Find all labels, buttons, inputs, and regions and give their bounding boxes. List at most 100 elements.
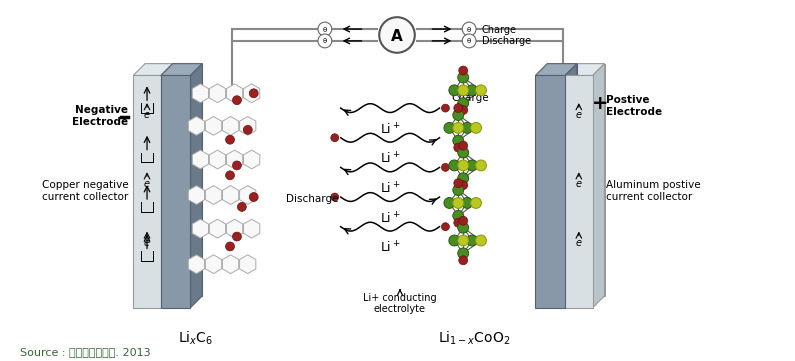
Text: e: e bbox=[144, 110, 150, 120]
Circle shape bbox=[467, 85, 478, 96]
Text: θ: θ bbox=[467, 27, 471, 32]
Polygon shape bbox=[565, 64, 577, 308]
Circle shape bbox=[453, 210, 463, 221]
Polygon shape bbox=[227, 84, 242, 103]
Circle shape bbox=[232, 96, 242, 105]
Circle shape bbox=[454, 143, 463, 152]
Text: θ: θ bbox=[467, 38, 471, 44]
Polygon shape bbox=[205, 255, 222, 274]
Text: Aluminum postive
current collector: Aluminum postive current collector bbox=[607, 180, 701, 202]
Circle shape bbox=[475, 160, 487, 171]
Polygon shape bbox=[565, 64, 604, 75]
Text: Copper negative
current collector: Copper negative current collector bbox=[41, 180, 128, 202]
Circle shape bbox=[458, 85, 468, 96]
Polygon shape bbox=[535, 64, 577, 75]
Polygon shape bbox=[191, 64, 203, 308]
Circle shape bbox=[458, 160, 468, 171]
Circle shape bbox=[379, 17, 415, 53]
Text: Discharge: Discharge bbox=[482, 36, 531, 47]
Text: e: e bbox=[576, 179, 582, 189]
Circle shape bbox=[453, 110, 463, 121]
Circle shape bbox=[238, 203, 246, 211]
Polygon shape bbox=[205, 186, 222, 204]
Polygon shape bbox=[173, 64, 203, 296]
Polygon shape bbox=[188, 255, 204, 274]
Text: e: e bbox=[144, 239, 150, 248]
Circle shape bbox=[441, 223, 449, 231]
Bar bbox=[565, 75, 592, 308]
Text: Li$_{1-x}$CoO$_2$: Li$_{1-x}$CoO$_2$ bbox=[438, 330, 510, 347]
Circle shape bbox=[475, 85, 487, 96]
Circle shape bbox=[458, 98, 468, 109]
Polygon shape bbox=[223, 186, 238, 204]
Circle shape bbox=[462, 22, 476, 36]
Circle shape bbox=[449, 85, 460, 96]
Text: Li$^+$: Li$^+$ bbox=[380, 211, 401, 226]
Text: Li+ conducting
electrolyte: Li+ conducting electrolyte bbox=[363, 293, 436, 314]
Circle shape bbox=[458, 72, 468, 83]
Circle shape bbox=[441, 104, 449, 112]
Circle shape bbox=[250, 89, 258, 98]
Circle shape bbox=[459, 256, 467, 265]
Circle shape bbox=[453, 122, 463, 133]
Circle shape bbox=[471, 197, 482, 208]
Text: θ: θ bbox=[323, 38, 327, 44]
Circle shape bbox=[458, 248, 468, 259]
Text: Li$^+$: Li$^+$ bbox=[380, 240, 401, 256]
Polygon shape bbox=[188, 186, 204, 204]
Text: Li$^+$: Li$^+$ bbox=[380, 181, 401, 196]
Circle shape bbox=[449, 235, 460, 246]
Circle shape bbox=[462, 197, 472, 208]
Polygon shape bbox=[192, 219, 208, 238]
Circle shape bbox=[331, 193, 339, 201]
Circle shape bbox=[449, 160, 460, 171]
Polygon shape bbox=[192, 84, 208, 103]
Polygon shape bbox=[547, 64, 577, 296]
Polygon shape bbox=[134, 64, 173, 75]
Text: Source : 지식재산스토리. 2013: Source : 지식재산스토리. 2013 bbox=[20, 347, 150, 357]
Polygon shape bbox=[239, 255, 256, 274]
Circle shape bbox=[232, 232, 242, 241]
Text: θ: θ bbox=[323, 27, 327, 32]
Text: e: e bbox=[144, 179, 150, 189]
Text: +: + bbox=[592, 93, 609, 113]
Text: Postive
Electrode: Postive Electrode bbox=[607, 95, 662, 117]
Bar bbox=[535, 75, 565, 308]
Circle shape bbox=[444, 197, 455, 208]
Polygon shape bbox=[161, 64, 203, 75]
Polygon shape bbox=[205, 117, 222, 135]
Circle shape bbox=[459, 66, 467, 75]
Circle shape bbox=[454, 218, 463, 227]
Polygon shape bbox=[239, 117, 256, 135]
Circle shape bbox=[444, 122, 455, 133]
Circle shape bbox=[331, 134, 339, 142]
Circle shape bbox=[459, 141, 467, 150]
Polygon shape bbox=[192, 150, 208, 169]
Polygon shape bbox=[209, 84, 226, 103]
Circle shape bbox=[462, 122, 472, 133]
Polygon shape bbox=[145, 64, 173, 296]
Text: Discharge: Discharge bbox=[286, 194, 339, 204]
Text: e: e bbox=[576, 110, 582, 120]
Polygon shape bbox=[223, 117, 238, 135]
Polygon shape bbox=[161, 64, 173, 308]
Circle shape bbox=[226, 135, 235, 144]
Circle shape bbox=[441, 164, 449, 171]
Polygon shape bbox=[243, 219, 260, 238]
Polygon shape bbox=[243, 150, 260, 169]
Circle shape bbox=[454, 179, 463, 188]
Circle shape bbox=[459, 181, 467, 190]
Circle shape bbox=[467, 235, 478, 246]
Text: Charge: Charge bbox=[482, 25, 517, 35]
Circle shape bbox=[453, 185, 463, 196]
Text: A: A bbox=[391, 29, 403, 44]
Polygon shape bbox=[227, 150, 242, 169]
Polygon shape bbox=[592, 64, 604, 308]
Circle shape bbox=[226, 171, 235, 180]
Polygon shape bbox=[227, 219, 242, 238]
Circle shape bbox=[459, 216, 467, 225]
Circle shape bbox=[454, 104, 463, 113]
Polygon shape bbox=[209, 150, 226, 169]
Circle shape bbox=[462, 34, 476, 48]
Text: Negative
Electrode: Negative Electrode bbox=[72, 105, 128, 127]
